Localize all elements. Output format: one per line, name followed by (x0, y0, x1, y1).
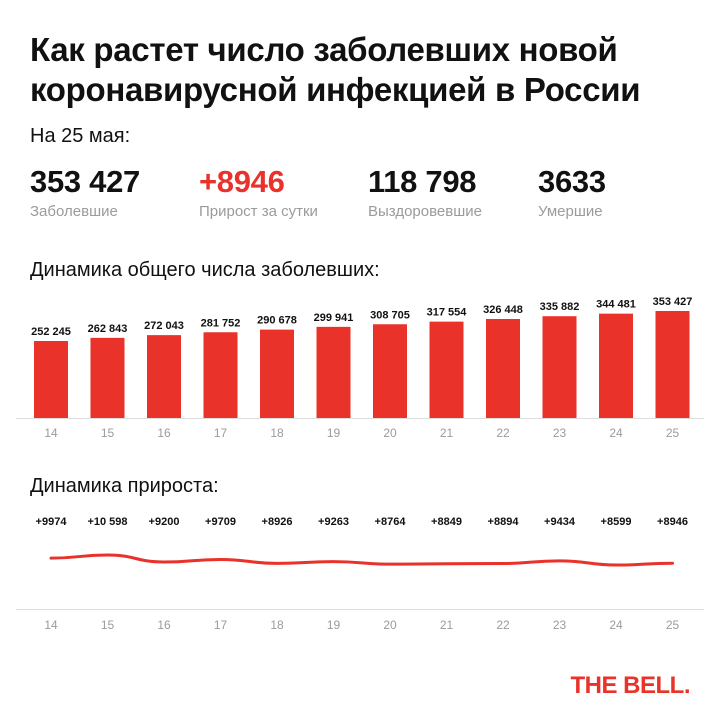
x-tick-label: 17 (214, 618, 228, 632)
x-tick-label: 25 (666, 618, 680, 632)
x-tick-label: 15 (101, 618, 115, 632)
bar-value-label: 272 043 (144, 320, 184, 332)
bar-value-label: 281 752 (201, 317, 241, 329)
line-value-label: +9434 (544, 516, 576, 528)
x-tick-label: 17 (214, 426, 228, 440)
bar (203, 332, 238, 418)
x-tick-label: 23 (553, 618, 567, 632)
bar (542, 316, 577, 418)
line-chart-title: Динамика прироста: (30, 475, 219, 497)
stat-cases: 353 427 Заболевшие (30, 165, 140, 222)
x-tick-label: 20 (383, 618, 397, 632)
line-value-label: +9263 (318, 516, 349, 528)
line-chart: +9974 14 +10 598 15 +9200 16 +9709 17 +8926 18 +92… (16, 516, 704, 632)
line-value-label: +9974 (36, 516, 68, 528)
bar-value-label: 353 427 (653, 296, 693, 308)
x-tick-label: 25 (666, 426, 680, 440)
line-value-label: +8764 (375, 516, 407, 528)
line-value-label: +8599 (601, 516, 632, 528)
bar (486, 318, 520, 418)
stat-daily-growth-label: Прирост за сутки (199, 203, 318, 220)
bar-chart-title: Динамика общего числа заболевших: (30, 259, 380, 281)
brand-logo: THE BELL. (570, 672, 691, 699)
x-tick-label: 23 (553, 426, 567, 440)
line-value-label: +8849 (431, 516, 462, 528)
x-tick-label: 22 (496, 618, 510, 632)
bar-value-label: 344 481 (596, 299, 636, 311)
stat-cases-value: 353 427 (30, 164, 140, 199)
stat-deaths-value: 3633 (538, 164, 606, 199)
x-tick-label: 21 (440, 426, 454, 440)
bar (316, 326, 351, 418)
x-tick-label: 24 (609, 426, 623, 440)
line-value-label: +8894 (488, 516, 520, 528)
bar (599, 313, 633, 418)
x-tick-label: 18 (270, 618, 284, 632)
x-tick-label: 15 (101, 426, 115, 440)
x-tick-label: 21 (440, 618, 454, 632)
stat-recovered-value: 118 798 (368, 164, 477, 199)
date-label: На 25 мая: (30, 125, 131, 147)
bar-value-label: 252 245 (31, 326, 71, 338)
title-line-2: коронавирусной инфекцией в России (30, 71, 641, 108)
x-tick-label: 22 (496, 426, 510, 440)
bar (655, 311, 690, 418)
stat-recovered: 118 798 Выздоровевшие (368, 165, 482, 222)
page-title: Как растет число заболевших новой корона… (30, 30, 700, 110)
line-value-label: +9200 (149, 516, 180, 528)
stat-daily-growth: +8946 Прирост за сутки (199, 165, 318, 222)
bar-value-label: 335 882 (540, 301, 580, 313)
line-value-label: +8926 (262, 516, 293, 528)
bar (147, 335, 181, 418)
growth-line (49, 553, 674, 567)
x-tick-label: 14 (44, 426, 58, 440)
bar (373, 324, 407, 418)
x-tick-label: 20 (383, 426, 397, 440)
bar-value-label: 317 554 (427, 307, 468, 319)
bar (260, 329, 294, 418)
line-value-label: +8946 (657, 516, 688, 528)
bar (90, 337, 125, 418)
stat-recovered-label: Выздоровевшие (368, 203, 482, 220)
bar-value-label: 308 705 (370, 309, 410, 321)
line-value-label: +10 598 (87, 516, 127, 528)
bar-value-label: 262 843 (88, 323, 128, 335)
bar-chart: 252 245 14 262 843 15 272 043 16 281 752 17 290 … (16, 296, 704, 440)
bar-value-label: 299 941 (314, 312, 354, 324)
x-tick-label: 16 (157, 618, 171, 632)
line-value-label: +9709 (205, 516, 236, 528)
bar-value-label: 290 678 (257, 315, 297, 327)
x-tick-label: 24 (609, 618, 623, 632)
bar (34, 341, 68, 418)
stat-daily-growth-value: +8946 (199, 164, 285, 199)
bar-value-label: 326 448 (483, 304, 523, 316)
title-line-1: Как растет число заболевших новой (30, 31, 618, 68)
x-tick-label: 16 (157, 426, 171, 440)
stat-deaths: 3633 Умершие (538, 165, 606, 222)
stat-deaths-label: Умершие (538, 203, 603, 220)
x-tick-label: 19 (327, 618, 341, 632)
x-tick-label: 18 (270, 426, 284, 440)
stat-cases-label: Заболевшие (30, 203, 118, 220)
bar (429, 321, 464, 418)
x-tick-label: 19 (327, 426, 341, 440)
x-tick-label: 14 (44, 618, 58, 632)
